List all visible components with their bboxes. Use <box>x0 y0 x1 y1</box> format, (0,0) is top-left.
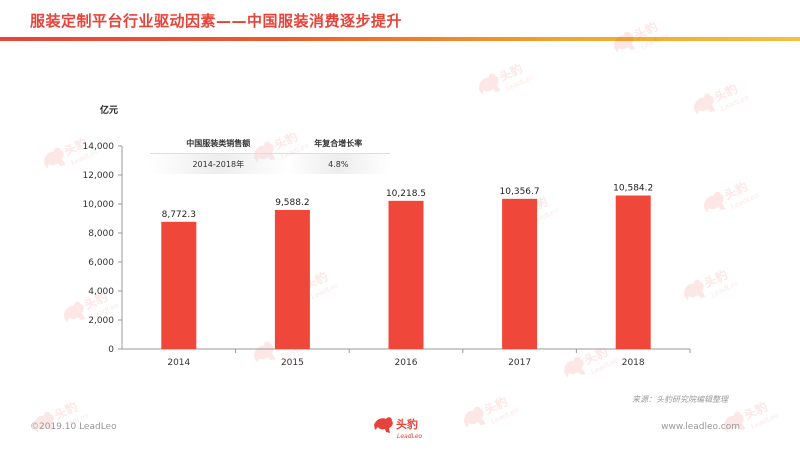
footer-website: www.leadleo.com <box>661 422 740 432</box>
bar-2017 <box>502 198 538 349</box>
table-header-sales: 中国服装类销售额 <box>150 133 287 154</box>
leadleo-logo: 头豹 LeadLeo <box>372 413 430 441</box>
data-label-2014: 8,772.3 <box>162 210 196 220</box>
leopard-logo-icon <box>374 417 393 433</box>
title-underline <box>0 37 800 41</box>
table-cell-cagr: 4.8% <box>286 153 390 174</box>
y-axis-label: 亿元 <box>100 104 118 116</box>
x-tick-label-2015: 2015 <box>281 358 304 368</box>
data-label-2017: 10,356.7 <box>500 187 540 197</box>
bar-2015 <box>274 209 310 349</box>
svg-text:LeadLeo: LeadLeo <box>397 433 423 440</box>
y-tick-label: 0 <box>108 345 114 355</box>
cagr-table-row: 2014-2018年 4.8% <box>150 153 390 174</box>
x-tick-label-2016: 2016 <box>395 358 418 368</box>
cagr-table-header: 中国服装类销售额 年复合增长率 <box>150 133 390 154</box>
y-tick-label: 14,000 <box>83 142 115 152</box>
bar-2018 <box>615 195 651 349</box>
y-tick-label: 4,000 <box>88 287 114 297</box>
bar-2014 <box>161 221 197 349</box>
data-label-2018: 10,584.2 <box>613 184 653 194</box>
footer-copyright: ©2019.10 LeadLeo <box>30 422 117 432</box>
y-tick-label: 8,000 <box>88 229 114 239</box>
table-cell-period: 2014-2018年 <box>150 153 287 174</box>
y-tick-label: 12,000 <box>83 171 115 181</box>
page-title: 服装定制平台行业驱动因素——中国服装消费逐步提升 <box>30 12 403 30</box>
source-note: 来源：头豹研究院编辑整理 <box>632 395 728 404</box>
data-label-2015: 9,588.2 <box>275 198 309 208</box>
y-tick-label: 6,000 <box>88 258 114 268</box>
data-label-2016: 10,218.5 <box>386 189 426 199</box>
y-tick-label: 2,000 <box>88 316 114 326</box>
y-tick-label: 10,000 <box>83 200 115 210</box>
table-header-cagr: 年复合增长率 <box>286 133 390 154</box>
cagr-table: 中国服装类销售额 年复合增长率 2014-2018年 4.8% <box>150 133 390 174</box>
x-tick-label-2017: 2017 <box>508 358 531 368</box>
x-tick-label-2018: 2018 <box>622 358 645 368</box>
x-tick-label-2014: 2014 <box>167 358 190 368</box>
svg-text:头豹: 头豹 <box>396 417 418 431</box>
bar-2016 <box>388 200 424 349</box>
